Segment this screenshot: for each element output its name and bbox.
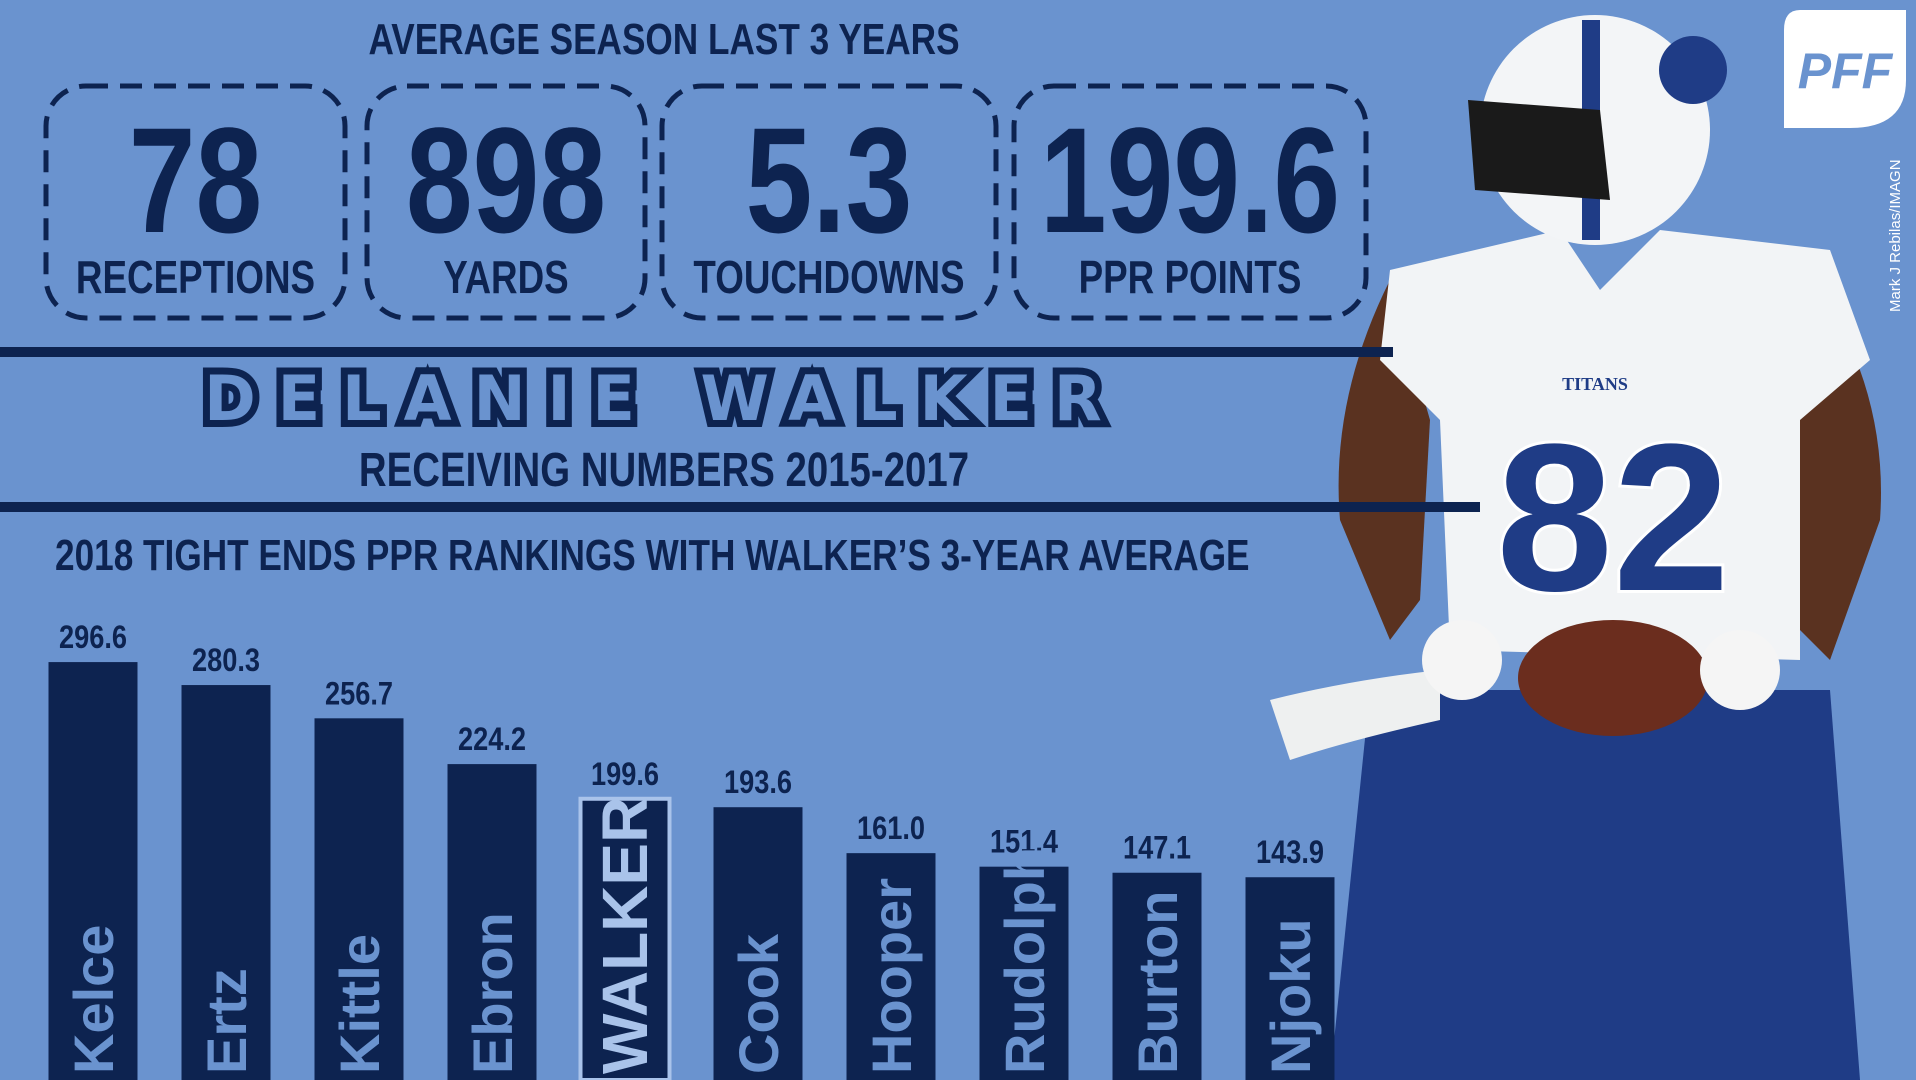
bar: [1112, 872, 1202, 1080]
header-title: AVERAGE SEASON LAST 3 YEARS: [368, 15, 959, 64]
stat-value: 78: [129, 96, 262, 264]
stat-value: 898: [406, 96, 606, 264]
player-photo: 82 TITANS: [1270, 15, 1881, 1080]
pants: [1330, 690, 1860, 1080]
bar: [48, 662, 138, 1080]
divider: [0, 347, 1393, 357]
photo-credit: Mark J Rebilas/IMAGN: [1887, 159, 1904, 312]
category-label: Burton: [1126, 890, 1189, 1074]
bar: [181, 685, 271, 1080]
value-label: 296.6: [59, 620, 127, 656]
stat-label: PPR POINTS: [1079, 251, 1302, 303]
left-glove: [1422, 620, 1502, 700]
logo: PFF: [1798, 43, 1894, 99]
logo-badge: [1784, 10, 1906, 128]
stat-label: YARDS: [443, 251, 568, 303]
bar: [979, 866, 1069, 1080]
value-label: 143.9: [1256, 835, 1324, 871]
bar: [846, 853, 936, 1080]
bar: [578, 796, 672, 1080]
stat-label: TOUCHDOWNS: [693, 251, 964, 303]
player-name: DELANIE WALKER: [204, 362, 1123, 435]
value-label: 193.6: [724, 765, 792, 801]
stat-value: 5.3: [746, 96, 913, 264]
stat-label: RECEPTIONS: [76, 251, 315, 303]
divider: [0, 502, 1480, 512]
value-label: 224.2: [458, 722, 526, 758]
value-label: 161.0: [857, 811, 925, 847]
category-label: WALKER: [589, 797, 661, 1074]
stat-box: [1011, 83, 1369, 321]
category-label: Njoku: [1259, 918, 1322, 1074]
value-label: 280.3: [192, 643, 260, 679]
jersey-number: 82: [1496, 400, 1730, 635]
stat-box: [43, 83, 348, 321]
bar-chart: 296.6 Kelce 280.3 Ertz 256.7 Kittle 224.2 Ebron…: [48, 620, 1335, 1080]
stat-box: [659, 83, 999, 321]
bar: [447, 764, 537, 1080]
right-glove: [1700, 630, 1780, 710]
player-subtitle: RECEIVING NUMBERS 2015-2017: [359, 444, 969, 497]
helmet-logo: [1659, 36, 1727, 104]
category-label: Rudolph: [993, 847, 1056, 1074]
value-label: 199.6: [591, 757, 659, 793]
bar: [713, 807, 803, 1080]
stat-value: 199.6: [1040, 96, 1340, 264]
bar: [1245, 877, 1335, 1080]
value-label: 147.1: [1123, 831, 1191, 867]
value-label: 151.4: [990, 825, 1058, 861]
category-label: Ertz: [195, 968, 258, 1074]
towel: [1270, 670, 1440, 760]
category-label: Hooper: [860, 878, 923, 1074]
football: [1518, 620, 1708, 736]
chart-title: 2018 TIGHT ENDS PPR RANKINGS WITH WALKER…: [55, 531, 1250, 580]
bar: [314, 718, 404, 1080]
facemask: [1468, 100, 1610, 200]
category-label: Cook: [727, 933, 790, 1074]
team-name: TITANS: [1562, 374, 1628, 394]
category-label: Kittle: [328, 934, 391, 1074]
value-label: 256.7: [325, 676, 393, 712]
jersey: [1380, 230, 1870, 660]
category-label: Kelce: [62, 925, 125, 1074]
category-label: Ebron: [461, 912, 524, 1074]
